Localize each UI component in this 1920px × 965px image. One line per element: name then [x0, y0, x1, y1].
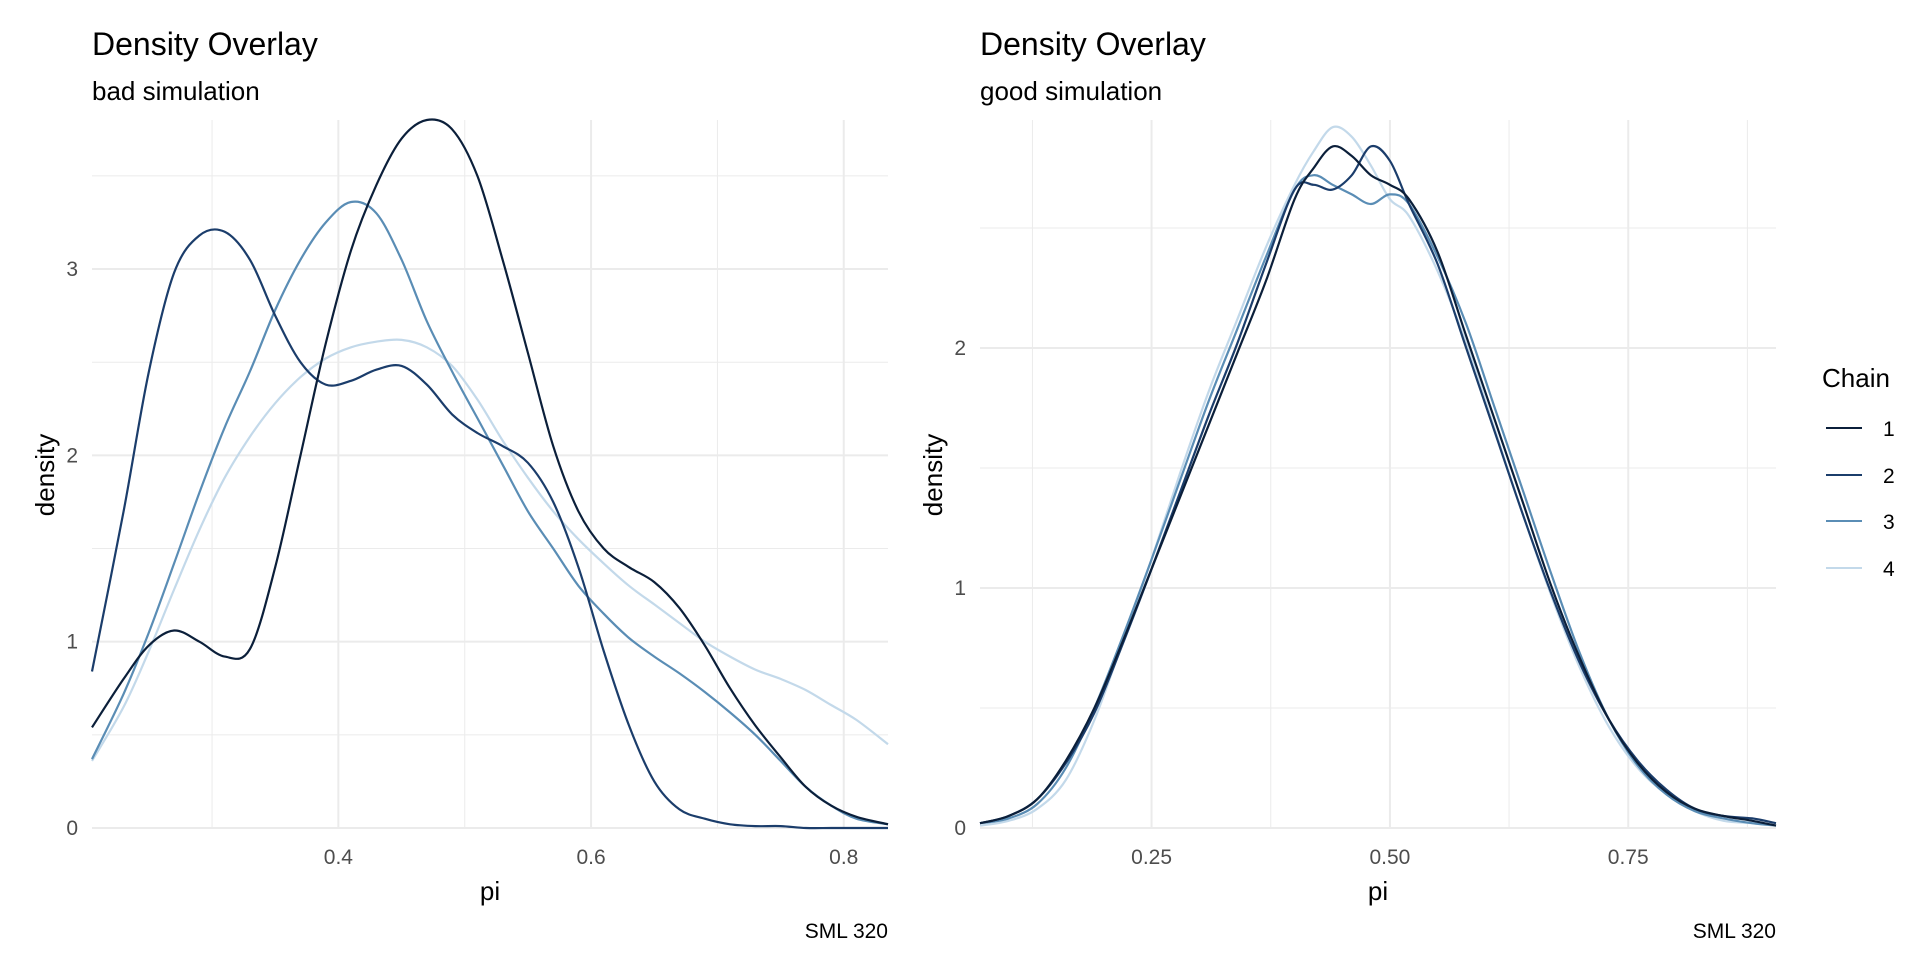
y-tick-label: 2	[66, 444, 78, 467]
legend-label: 3	[1883, 511, 1895, 534]
legend-label: 1	[1883, 418, 1895, 441]
panel-subtitle: good simulation	[980, 76, 1162, 106]
plot-area: 0.25 0.50 0.75 0 1 2	[954, 120, 1777, 869]
legend-label: 4	[1883, 558, 1895, 581]
series-line-chain-4	[979, 125, 1777, 827]
legend-title: Chain	[1822, 363, 1890, 393]
y-tick-label: 0	[66, 817, 78, 840]
legend: Chain 1 2 3 4	[1822, 363, 1895, 581]
y-tick-label: 1	[954, 577, 966, 600]
y-axis-label: density	[918, 434, 948, 516]
panel-subtitle: bad simulation	[92, 76, 260, 106]
legend-label: 2	[1883, 465, 1895, 488]
caption: SML 320	[1693, 920, 1776, 943]
x-tick-label: 0.8	[829, 846, 858, 869]
x-tick-label: 0.50	[1369, 846, 1410, 869]
plot-area: 0.4 0.6 0.8 0 1 2 3	[66, 118, 889, 869]
series-line-chain-4	[91, 338, 889, 762]
panel-bad: Density Overlay bad simulation 0.4 0.6 0.8…	[30, 26, 889, 943]
x-axis-label: pi	[480, 876, 500, 906]
caption: SML 320	[805, 920, 888, 943]
x-tick-label: 0.25	[1131, 846, 1172, 869]
y-tick-label: 2	[954, 337, 966, 360]
panel-title: Density Overlay	[92, 26, 318, 62]
y-tick-label: 3	[66, 258, 78, 281]
y-tick-label: 1	[66, 631, 78, 654]
x-tick-label: 0.4	[324, 846, 354, 869]
legend-item: 4	[1826, 558, 1895, 581]
y-axis-label: density	[30, 434, 60, 516]
series-line-chain-2	[979, 144, 1777, 825]
legend-item: 3	[1826, 511, 1895, 534]
panel-good: Density Overlay good simulation 0.25 0.50…	[918, 26, 1777, 943]
x-axis-label: pi	[1368, 876, 1388, 906]
series-line-chain-1	[979, 144, 1777, 827]
y-tick-label: 0	[954, 817, 966, 840]
x-tick-label: 0.6	[576, 846, 605, 869]
legend-item: 1	[1826, 418, 1895, 441]
legend-item: 2	[1826, 465, 1895, 488]
series-line-chain-2	[90, 228, 888, 830]
panel-title: Density Overlay	[980, 26, 1206, 62]
series-line-chain-3	[91, 200, 889, 826]
series-line-chain-3	[979, 174, 1777, 827]
x-tick-label: 0.75	[1608, 846, 1649, 869]
series-line-chain-1	[91, 118, 889, 826]
